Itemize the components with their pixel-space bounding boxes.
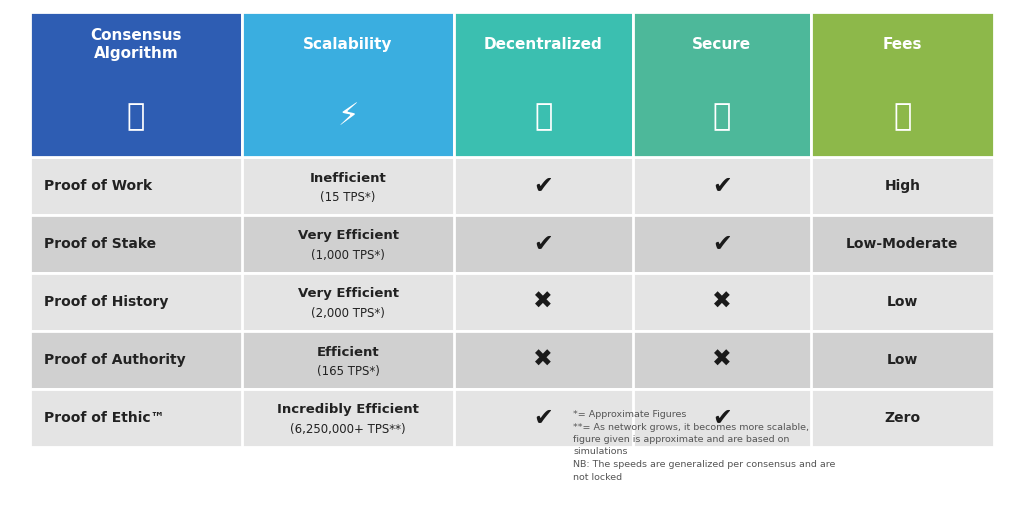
Text: Very Efficient: Very Efficient xyxy=(298,288,398,301)
Bar xyxy=(30,157,994,215)
Text: Proof of Work: Proof of Work xyxy=(44,179,153,193)
Bar xyxy=(633,12,811,157)
Bar xyxy=(30,331,994,389)
Text: (165 TPS*): (165 TPS*) xyxy=(316,365,380,378)
Text: Secure: Secure xyxy=(692,37,752,52)
Text: (1,000 TPS*): (1,000 TPS*) xyxy=(311,250,385,263)
Text: ✔: ✔ xyxy=(534,232,553,256)
Bar xyxy=(30,215,994,273)
Text: Proof of Authority: Proof of Authority xyxy=(44,353,185,367)
Text: ✔: ✔ xyxy=(534,406,553,430)
Text: Efficient: Efficient xyxy=(316,346,380,359)
Bar xyxy=(811,12,994,157)
Text: Low-Moderate: Low-Moderate xyxy=(846,237,958,251)
Bar xyxy=(30,389,994,447)
Text: Low: Low xyxy=(887,295,919,309)
Text: (6,250,000+ TPS**): (6,250,000+ TPS**) xyxy=(291,424,406,436)
Bar xyxy=(242,12,455,157)
Text: Decentralized: Decentralized xyxy=(484,37,603,52)
Text: ✖: ✖ xyxy=(534,348,553,372)
Text: Zero: Zero xyxy=(885,411,921,425)
Bar xyxy=(30,273,994,331)
Text: (15 TPS*): (15 TPS*) xyxy=(321,192,376,204)
Text: Proof of Stake: Proof of Stake xyxy=(44,237,156,251)
Text: 🤝: 🤝 xyxy=(893,102,911,131)
Text: 🔒: 🔒 xyxy=(713,102,731,131)
Text: ✖: ✖ xyxy=(712,290,731,314)
Text: Consensus
Algorithm: Consensus Algorithm xyxy=(90,29,182,61)
Text: High: High xyxy=(885,179,921,193)
Text: Proof of History: Proof of History xyxy=(44,295,168,309)
Text: Inefficient: Inefficient xyxy=(309,171,386,184)
Text: Fees: Fees xyxy=(883,37,923,52)
Text: ✔: ✔ xyxy=(712,232,731,256)
Text: 👥: 👥 xyxy=(127,102,145,131)
Text: ✖: ✖ xyxy=(712,348,731,372)
Text: (2,000 TPS*): (2,000 TPS*) xyxy=(311,307,385,321)
Text: 🔗: 🔗 xyxy=(535,102,553,131)
Bar xyxy=(455,12,633,157)
Text: ✖: ✖ xyxy=(534,290,553,314)
Text: Proof of Ethic™: Proof of Ethic™ xyxy=(44,411,165,425)
Text: Low: Low xyxy=(887,353,919,367)
Text: ✔: ✔ xyxy=(712,174,731,198)
Text: ✔: ✔ xyxy=(712,406,731,430)
Text: Very Efficient: Very Efficient xyxy=(298,229,398,242)
Text: Scalability: Scalability xyxy=(303,37,393,52)
Text: ⚡: ⚡ xyxy=(338,102,358,131)
Text: ✔: ✔ xyxy=(534,174,553,198)
Text: Incredibly Efficient: Incredibly Efficient xyxy=(278,403,419,417)
Bar xyxy=(30,12,242,157)
Text: *= Approximate Figures
**= As network grows, it becomes more scalable,
figure gi: *= Approximate Figures **= As network gr… xyxy=(573,410,836,482)
